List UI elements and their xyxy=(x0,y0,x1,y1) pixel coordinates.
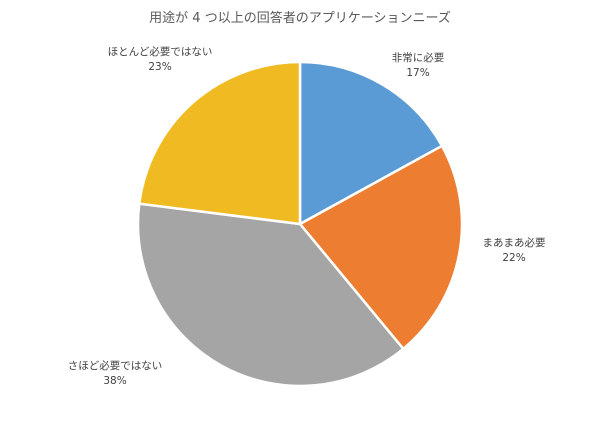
slice-label-value-4: 23% xyxy=(148,61,171,73)
slice-label-category-3: さほど必要ではない xyxy=(68,359,163,372)
slice-label-value-2: 22% xyxy=(502,252,525,264)
pie-slice-2 xyxy=(298,144,464,351)
pie-slice-3 xyxy=(136,202,405,388)
chart-title: 用途が 4 つ以上の回答者のアプリケーションニーズ xyxy=(149,11,451,26)
pie-slice-1 xyxy=(298,60,444,226)
pie-slice-4 xyxy=(138,60,302,226)
slice-label-category-2: まあまあ必要 xyxy=(483,236,546,249)
slice-label-value-3: 38% xyxy=(103,375,126,387)
slice-label-value-1: 17% xyxy=(406,67,429,79)
slice-label-category-1: 非常に必要 xyxy=(392,51,445,64)
slice-label-category-4: ほとんど必要ではない xyxy=(108,45,213,58)
